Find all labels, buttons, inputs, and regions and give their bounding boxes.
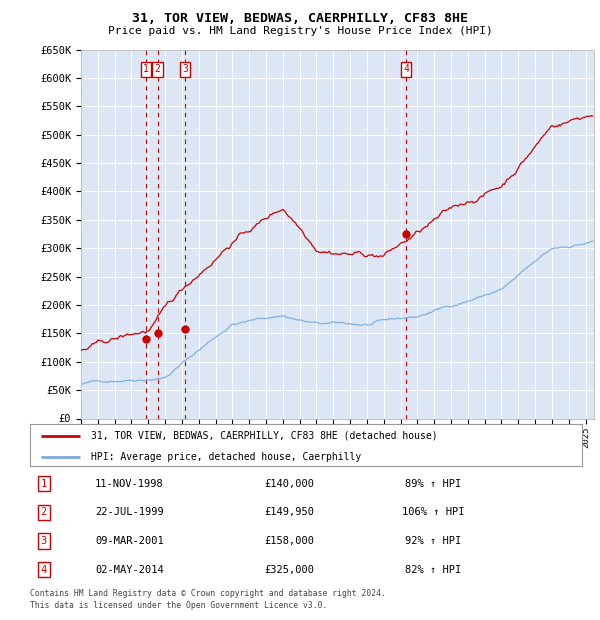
Text: 82% ↑ HPI: 82% ↑ HPI [405,565,461,575]
Text: 106% ↑ HPI: 106% ↑ HPI [402,507,464,517]
Text: 4: 4 [403,64,409,74]
Text: 2: 2 [155,64,161,74]
Text: Price paid vs. HM Land Registry's House Price Index (HPI): Price paid vs. HM Land Registry's House … [107,26,493,36]
Text: 92% ↑ HPI: 92% ↑ HPI [405,536,461,546]
Text: £158,000: £158,000 [265,536,314,546]
Text: 31, TOR VIEW, BEDWAS, CAERPHILLY, CF83 8HE (detached house): 31, TOR VIEW, BEDWAS, CAERPHILLY, CF83 8… [91,431,437,441]
Text: 1: 1 [41,479,47,489]
Text: 09-MAR-2001: 09-MAR-2001 [95,536,164,546]
Text: 3: 3 [41,536,47,546]
Text: 1: 1 [143,64,149,74]
Text: 89% ↑ HPI: 89% ↑ HPI [405,479,461,489]
Text: £140,000: £140,000 [265,479,314,489]
Text: This data is licensed under the Open Government Licence v3.0.: This data is licensed under the Open Gov… [30,601,328,611]
Text: £325,000: £325,000 [265,565,314,575]
Text: 4: 4 [41,565,47,575]
Text: £149,950: £149,950 [265,507,314,517]
Text: 31, TOR VIEW, BEDWAS, CAERPHILLY, CF83 8HE: 31, TOR VIEW, BEDWAS, CAERPHILLY, CF83 8… [132,12,468,25]
Text: 02-MAY-2014: 02-MAY-2014 [95,565,164,575]
Text: HPI: Average price, detached house, Caerphilly: HPI: Average price, detached house, Caer… [91,452,361,462]
Text: 2: 2 [41,507,47,517]
Text: Contains HM Land Registry data © Crown copyright and database right 2024.: Contains HM Land Registry data © Crown c… [30,589,386,598]
Text: 11-NOV-1998: 11-NOV-1998 [95,479,164,489]
Text: 22-JUL-1999: 22-JUL-1999 [95,507,164,517]
Text: 3: 3 [182,64,188,74]
